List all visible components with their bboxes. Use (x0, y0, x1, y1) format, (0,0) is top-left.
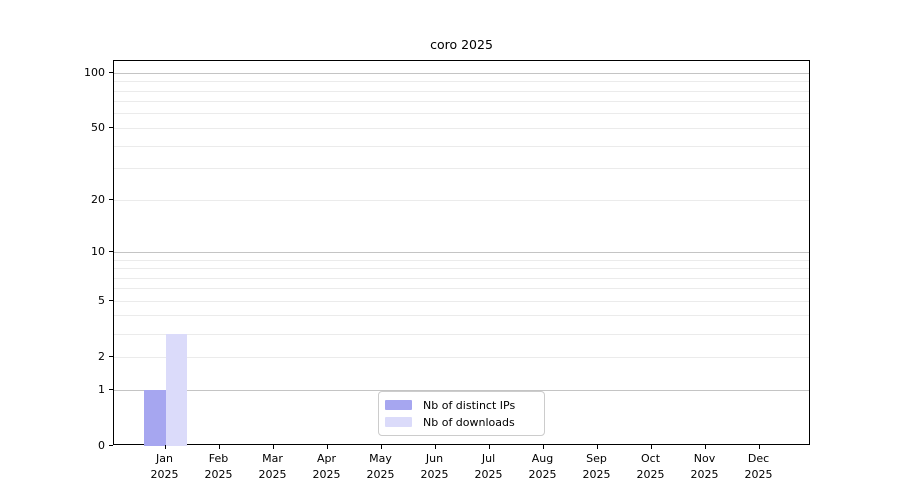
x-tick-mark (596, 445, 598, 449)
y-axis-tick-label: 2 (98, 349, 105, 363)
gridline-minor (114, 288, 809, 290)
y-tick-mark (109, 72, 113, 74)
gridline-minor (114, 259, 809, 261)
x-tick-mark (164, 445, 166, 449)
x-tick-mark (704, 445, 706, 449)
gridline-minor (114, 315, 809, 317)
x-tick-year: 2025 (420, 467, 449, 481)
y-axis-tick-label: 100 (84, 65, 105, 79)
x-tick-year: 2025 (150, 467, 179, 481)
x-tick-month: Jul (481, 452, 496, 465)
y-tick-mark (109, 356, 113, 358)
legend-label-downloads: Nb of downloads (423, 415, 515, 429)
x-tick-month: Sep (586, 452, 607, 465)
legend-item-distinct-ips: Nb of distinct IPs (385, 399, 538, 412)
legend-swatch-downloads (385, 417, 412, 427)
gridline-minor (114, 168, 809, 170)
gridline-minor (114, 277, 809, 279)
x-axis-tick-label: May 2025 (351, 451, 411, 482)
x-tick-month: Mar (262, 452, 283, 465)
gridline-minor (114, 356, 809, 358)
gridline-minor (114, 101, 809, 103)
x-tick-mark (650, 445, 652, 449)
x-tick-mark (542, 445, 544, 449)
x-tick-month: Apr (316, 452, 337, 465)
x-tick-year: 2025 (204, 467, 233, 481)
gridline-minor (114, 90, 809, 92)
gridline-minor (114, 333, 809, 335)
x-axis-tick-label: Nov 2025 (675, 451, 735, 482)
y-axis-tick-label: 50 (91, 120, 105, 134)
y-tick-mark (109, 199, 113, 201)
chart-title: coro 2025 (430, 37, 493, 52)
x-tick-mark (758, 445, 760, 449)
y-axis-tick-label: 20 (91, 192, 105, 206)
legend: Nb of distinct IPs Nb of downloads (378, 391, 545, 436)
y-tick-mark (109, 251, 113, 253)
legend-label-distinct-ips: Nb of distinct IPs (423, 398, 516, 412)
gridline-minor (114, 81, 809, 83)
x-axis-tick-label: Jul 2025 (459, 451, 519, 482)
bar-distinct-ips (144, 390, 166, 446)
legend-swatch-distinct-ips (385, 400, 412, 410)
x-tick-year: 2025 (474, 467, 503, 481)
x-axis-tick-label: Mar 2025 (243, 451, 303, 482)
x-axis-tick-label: Sep 2025 (567, 451, 627, 482)
y-axis-tick-label: 10 (91, 244, 105, 258)
x-axis-tick-label: Oct 2025 (621, 451, 681, 482)
x-tick-year: 2025 (690, 467, 719, 481)
bar-downloads (165, 334, 187, 446)
x-axis-tick-label: Jan 2025 (135, 451, 195, 482)
gridline-minor (114, 199, 809, 201)
x-tick-year: 2025 (744, 467, 773, 481)
gridline-minor (114, 145, 809, 147)
y-tick-mark (109, 300, 113, 302)
y-axis-tick-label: 5 (98, 293, 105, 307)
gridline-minor (114, 268, 809, 269)
gridline-minor (114, 300, 809, 302)
x-tick-month: Jun (425, 452, 444, 465)
x-tick-year: 2025 (366, 467, 395, 481)
legend-item-downloads: Nb of downloads (385, 416, 538, 429)
x-tick-mark (326, 445, 328, 449)
gridline-minor (114, 127, 809, 129)
x-axis-tick-label: Feb 2025 (189, 451, 249, 482)
x-tick-month: Oct (640, 452, 661, 465)
x-tick-month: Dec (747, 452, 770, 465)
x-axis-tick-label: Apr 2025 (297, 451, 357, 482)
gridline-minor (114, 113, 809, 115)
x-tick-mark (380, 445, 382, 449)
x-tick-year: 2025 (636, 467, 665, 481)
gridline-major (114, 72, 809, 74)
x-tick-month: May (369, 452, 392, 465)
x-tick-month: Nov (693, 452, 716, 465)
y-axis-tick-label: 0 (98, 438, 105, 452)
y-tick-mark (109, 127, 113, 129)
x-tick-year: 2025 (258, 467, 287, 481)
x-tick-year: 2025 (528, 467, 557, 481)
y-tick-mark (109, 389, 113, 390)
x-tick-year: 2025 (582, 467, 611, 481)
y-axis-tick-label: 1 (98, 382, 105, 396)
x-axis-tick-label: Dec 2025 (729, 451, 789, 482)
x-tick-mark (434, 445, 436, 449)
gridline-major (114, 251, 809, 253)
plot-area (113, 60, 810, 446)
x-tick-year: 2025 (312, 467, 341, 481)
x-tick-mark (218, 445, 220, 449)
x-tick-mark (488, 445, 490, 449)
x-tick-month: Aug (531, 452, 554, 465)
gridline-major (114, 389, 809, 391)
x-axis-tick-label: Jun 2025 (405, 451, 465, 482)
y-tick-mark (109, 445, 113, 446)
x-axis-tick-label: Aug 2025 (513, 451, 573, 482)
x-tick-mark (272, 445, 274, 449)
x-tick-month: Feb (208, 452, 229, 465)
x-tick-month: Jan (156, 452, 173, 465)
